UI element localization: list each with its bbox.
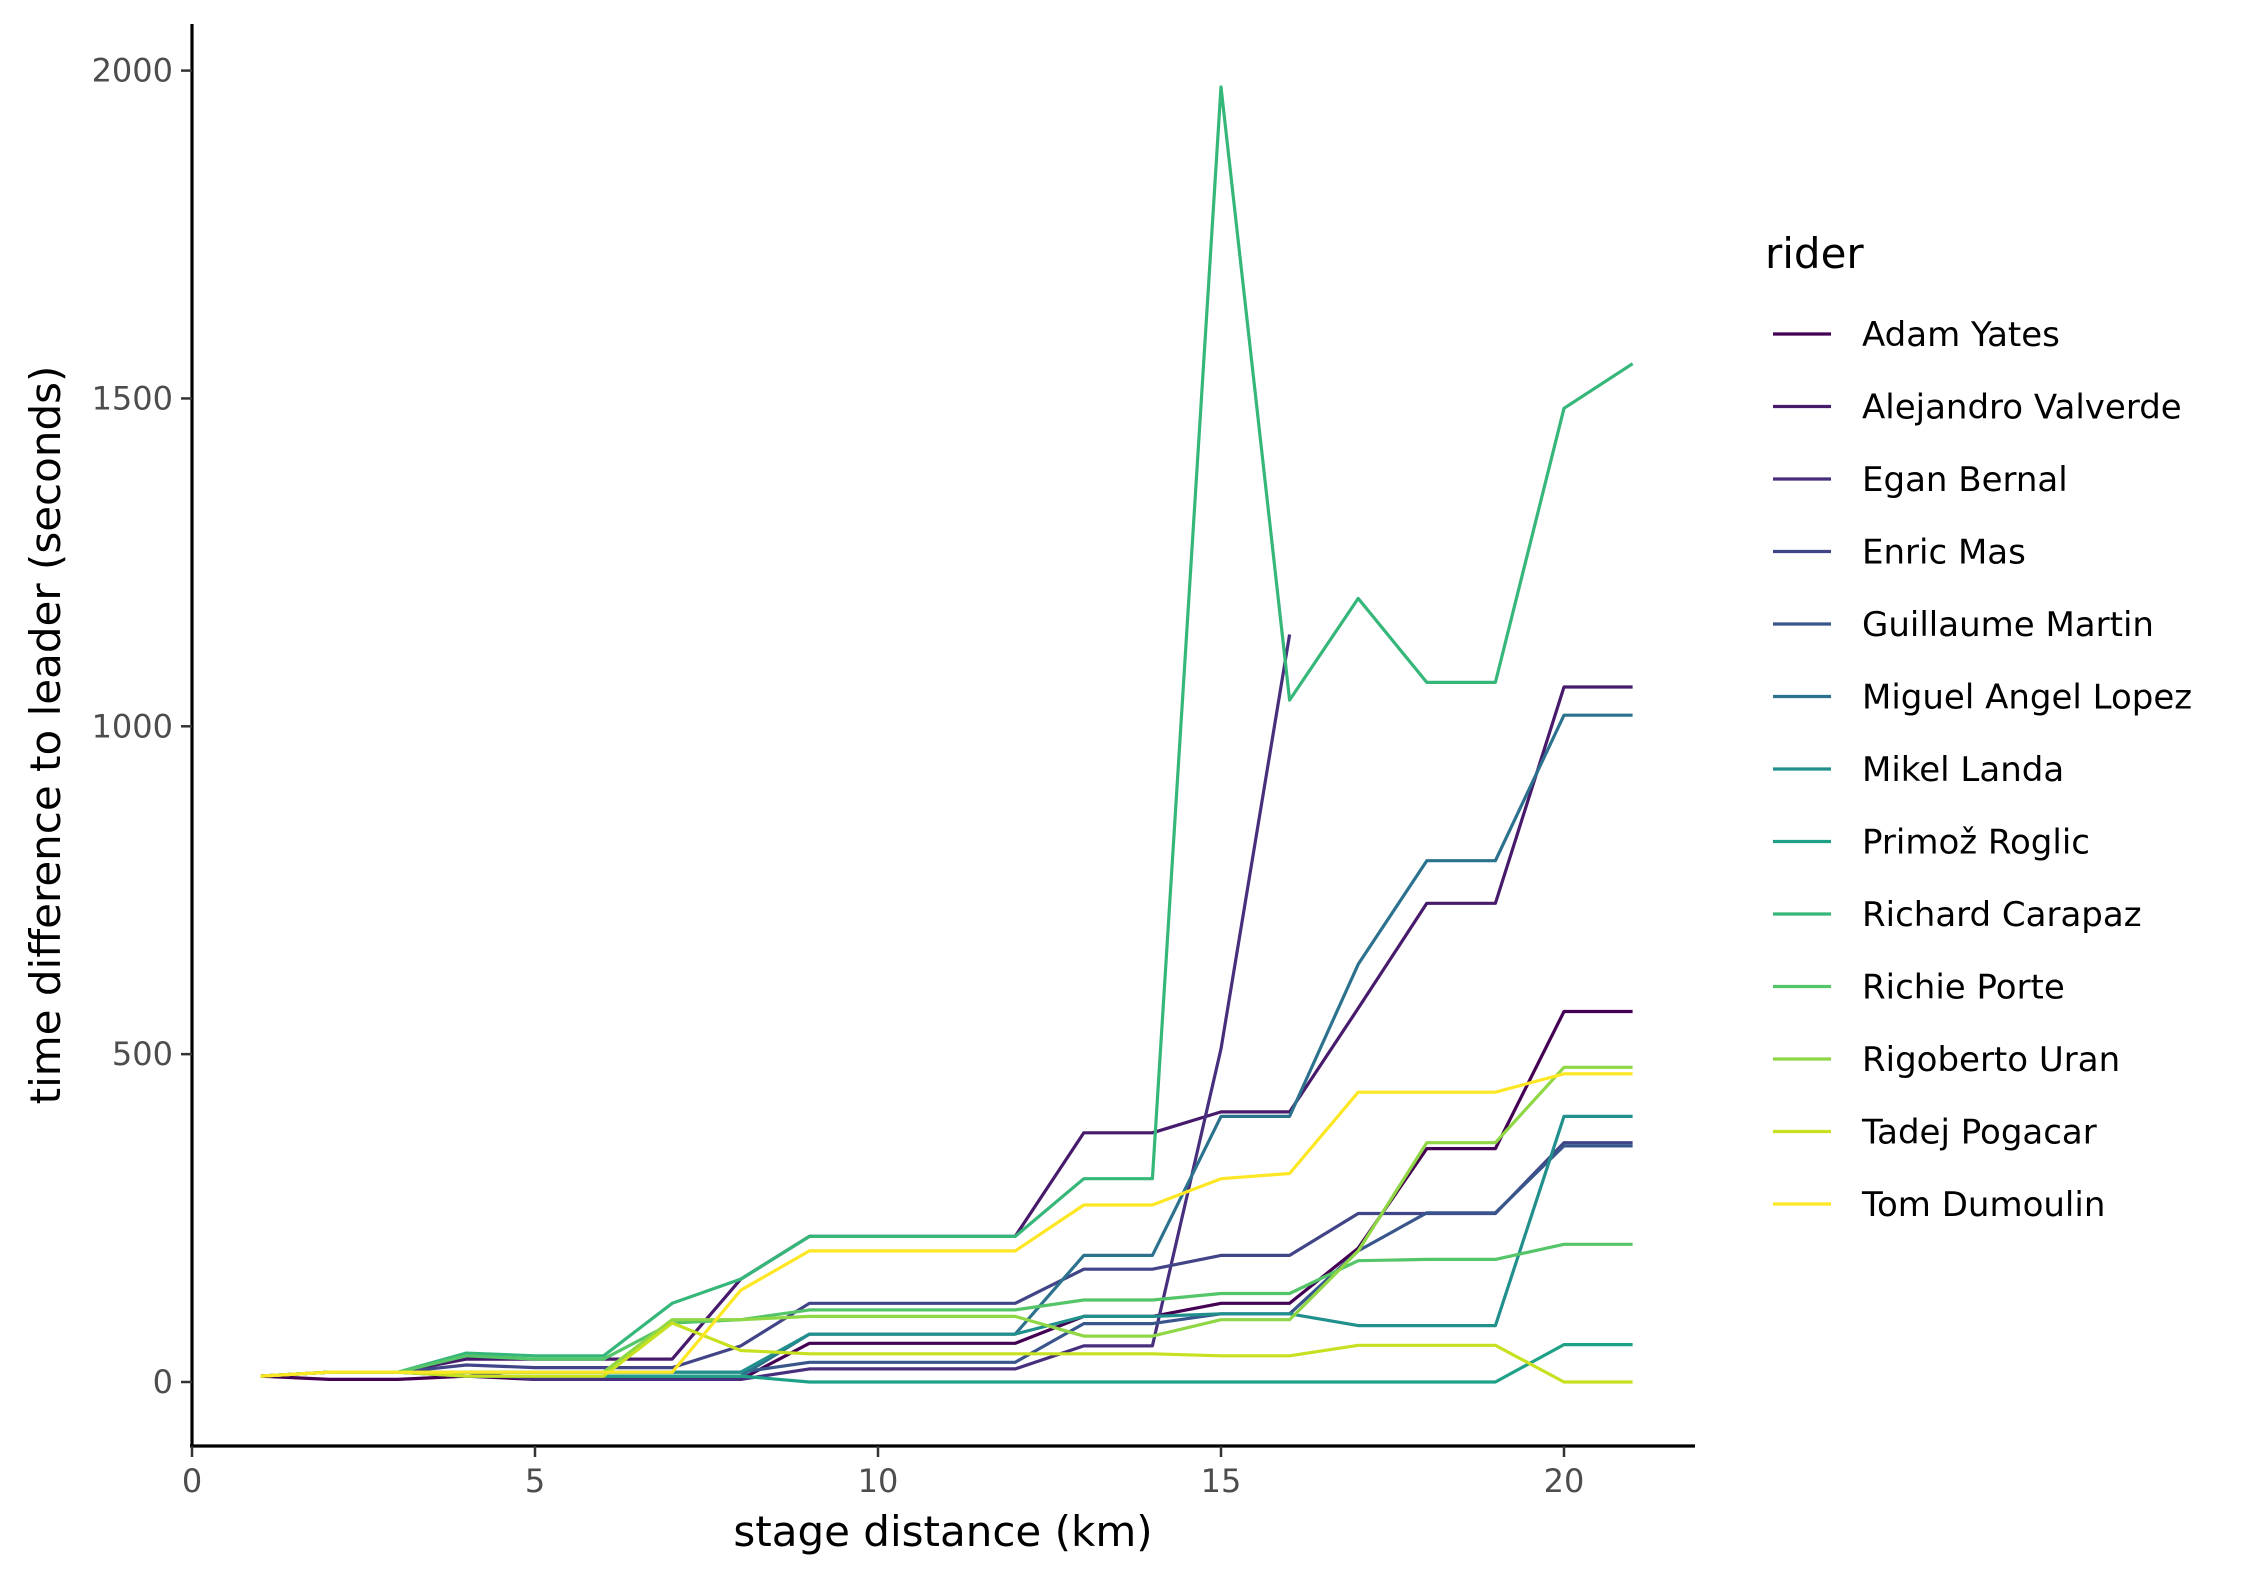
y-tick-label: 1500	[92, 379, 173, 417]
legend-label: Egan Bernal	[1862, 460, 2068, 500]
legend-label: Enric Mas	[1862, 533, 2026, 573]
x-tick-label: 5	[525, 1462, 545, 1500]
legend: rider Adam Yates Alejandro Valverde Egan B…	[1765, 229, 2192, 1225]
legend-label: Richie Porte	[1862, 968, 2065, 1008]
series-lines	[260, 85, 1634, 1384]
axis-ticks: 0 5 10 15 20 0 500 1000 1500 2000	[92, 52, 1585, 1500]
legend-label: Tom Dumoulin	[1861, 1185, 2105, 1225]
x-tick-label: 20	[1544, 1462, 1585, 1500]
legend-title: rider	[1765, 229, 1864, 278]
axes	[190, 24, 1695, 1448]
y-axis-title: time difference to leader (seconds)	[21, 366, 70, 1105]
x-tick-label: 0	[182, 1462, 202, 1500]
series-line-enric-mas	[260, 1141, 1633, 1378]
x-axis-title: stage distance (km)	[733, 1507, 1152, 1556]
legend-label: Primož Roglic	[1862, 823, 2090, 863]
legend-label: Miguel Angel Lopez	[1862, 678, 2192, 718]
series-line-tom-dumoulin	[260, 1072, 1633, 1378]
y-tick-label: 2000	[92, 52, 173, 90]
legend-label: Rigoberto Uran	[1862, 1040, 2120, 1080]
legend-label: Mikel Landa	[1862, 750, 2064, 790]
series-line-mikel-landa	[260, 1114, 1633, 1378]
y-tick-label: 1000	[92, 707, 173, 745]
legend-label: Adam Yates	[1862, 315, 2060, 355]
y-tick-label: 0	[153, 1363, 173, 1401]
series-line-richie-porte	[260, 1242, 1633, 1378]
series-line-rigoberto-uran	[260, 1065, 1633, 1378]
series-line-tadej-pogacar	[260, 1321, 1633, 1384]
legend-label: Guillaume Martin	[1862, 605, 2154, 645]
x-tick-label: 15	[1201, 1462, 1242, 1500]
legend-label: Alejandro Valverde	[1862, 388, 2182, 428]
series-line-alejandro-valverde	[260, 685, 1633, 1378]
y-tick-label: 500	[112, 1035, 173, 1073]
series-line-miguel-angel-lopez	[260, 713, 1633, 1378]
legend-label: Richard Carapaz	[1862, 895, 2142, 935]
legend-label: Tadej Pogacar	[1861, 1113, 2097, 1153]
x-tick-label: 10	[858, 1462, 899, 1500]
series-line-richard-carapaz	[260, 85, 1634, 1378]
